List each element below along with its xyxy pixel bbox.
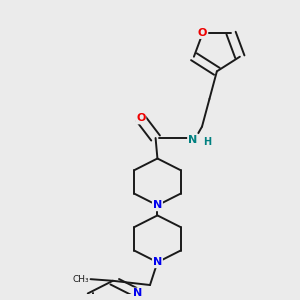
Text: O: O — [198, 28, 207, 38]
Text: N: N — [188, 135, 197, 145]
Text: H: H — [203, 137, 211, 147]
Text: CH₃: CH₃ — [72, 275, 89, 284]
Text: O: O — [136, 113, 146, 124]
Text: N: N — [133, 289, 142, 298]
Text: N: N — [153, 200, 162, 210]
Text: N: N — [153, 257, 162, 267]
